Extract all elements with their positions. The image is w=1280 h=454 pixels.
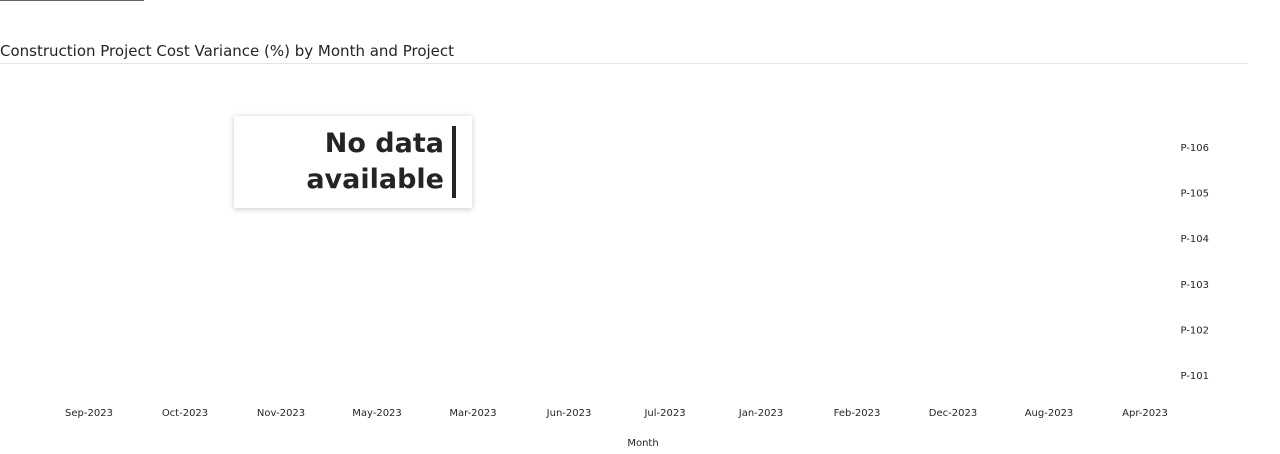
x-tick-label: Nov-2023 [257,408,305,419]
y-tick-label: P-103 [1180,280,1209,291]
y-axis-ticks: P-106 P-105 P-104 P-103 P-102 P-101 [1180,143,1209,382]
y-tick-label: P-105 [1180,189,1209,200]
x-tick-label: Dec-2023 [929,408,977,419]
x-tick-label: Feb-2023 [834,408,881,419]
y-tick-label: P-106 [1180,143,1209,154]
x-tick-label: Jul-2023 [643,408,685,419]
x-tick-label: Aug-2023 [1025,408,1074,419]
x-tick-label: Mar-2023 [449,408,496,419]
x-tick-label: Jan-2023 [738,408,783,419]
top-tab-underline [0,0,144,1]
chart-title: Construction Project Cost Variance (%) b… [0,42,455,60]
x-axis-ticks: Sep-2023 Oct-2023 Nov-2023 May-2023 Mar-2023… [65,408,1168,419]
title-divider [0,63,1247,64]
x-tick-label: Jun-2023 [546,408,592,419]
x-tick-label: May-2023 [352,408,402,419]
y-tick-label: P-104 [1180,234,1209,245]
no-data-card: No data available [234,116,472,208]
no-data-message: No data available [306,128,444,195]
x-axis-title: Month [627,438,658,449]
x-tick-label: Sep-2023 [65,408,113,419]
y-tick-label: P-101 [1180,371,1209,382]
y-tick-label: P-102 [1180,325,1209,336]
no-data-accent-bar [452,126,456,198]
x-tick-label: Apr-2023 [1122,408,1168,419]
x-tick-label: Oct-2023 [162,408,208,419]
